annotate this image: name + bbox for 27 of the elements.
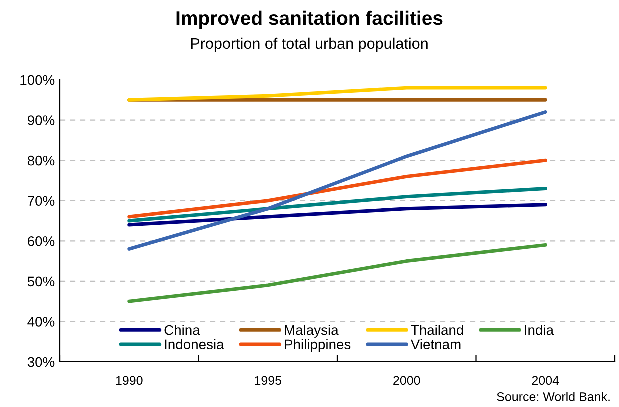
line-series bbox=[128, 243, 548, 304]
y-tick-label: 50% bbox=[28, 276, 55, 287]
y-tick-label: 70% bbox=[28, 196, 55, 206]
legend-label: Thailand bbox=[411, 324, 464, 336]
y-tick-label: 80% bbox=[28, 156, 55, 166]
chart-title: Improved sanitation facilities bbox=[176, 10, 443, 30]
x-tick-label: 1990 bbox=[116, 376, 143, 386]
y-tick-label: 100% bbox=[20, 75, 55, 86]
legend-label: Philippines bbox=[285, 339, 351, 352]
y-tick-label: 60% bbox=[28, 236, 55, 246]
chart-subtitle: Proportion of total urban population bbox=[191, 38, 428, 52]
y-tick-label: 40% bbox=[28, 317, 55, 327]
line-series bbox=[128, 187, 548, 223]
y-tick-label: 90% bbox=[28, 116, 55, 126]
line-series bbox=[128, 158, 548, 219]
line-series bbox=[128, 110, 548, 251]
y-tick-label: 30% bbox=[28, 357, 55, 368]
legend-label: China bbox=[164, 324, 200, 336]
legend-label: Vietnam bbox=[410, 339, 461, 350]
legend-label: India bbox=[525, 324, 554, 336]
x-tick-label: 1995 bbox=[255, 376, 282, 386]
x-tick-label: 2000 bbox=[394, 376, 420, 386]
source-note: Source: World Bank. bbox=[497, 392, 610, 402]
line-series bbox=[128, 203, 548, 227]
legend-label: Malaysia bbox=[285, 324, 339, 338]
legend-label: Indonesia bbox=[165, 339, 224, 350]
x-tick-label: 2004 bbox=[532, 376, 560, 386]
